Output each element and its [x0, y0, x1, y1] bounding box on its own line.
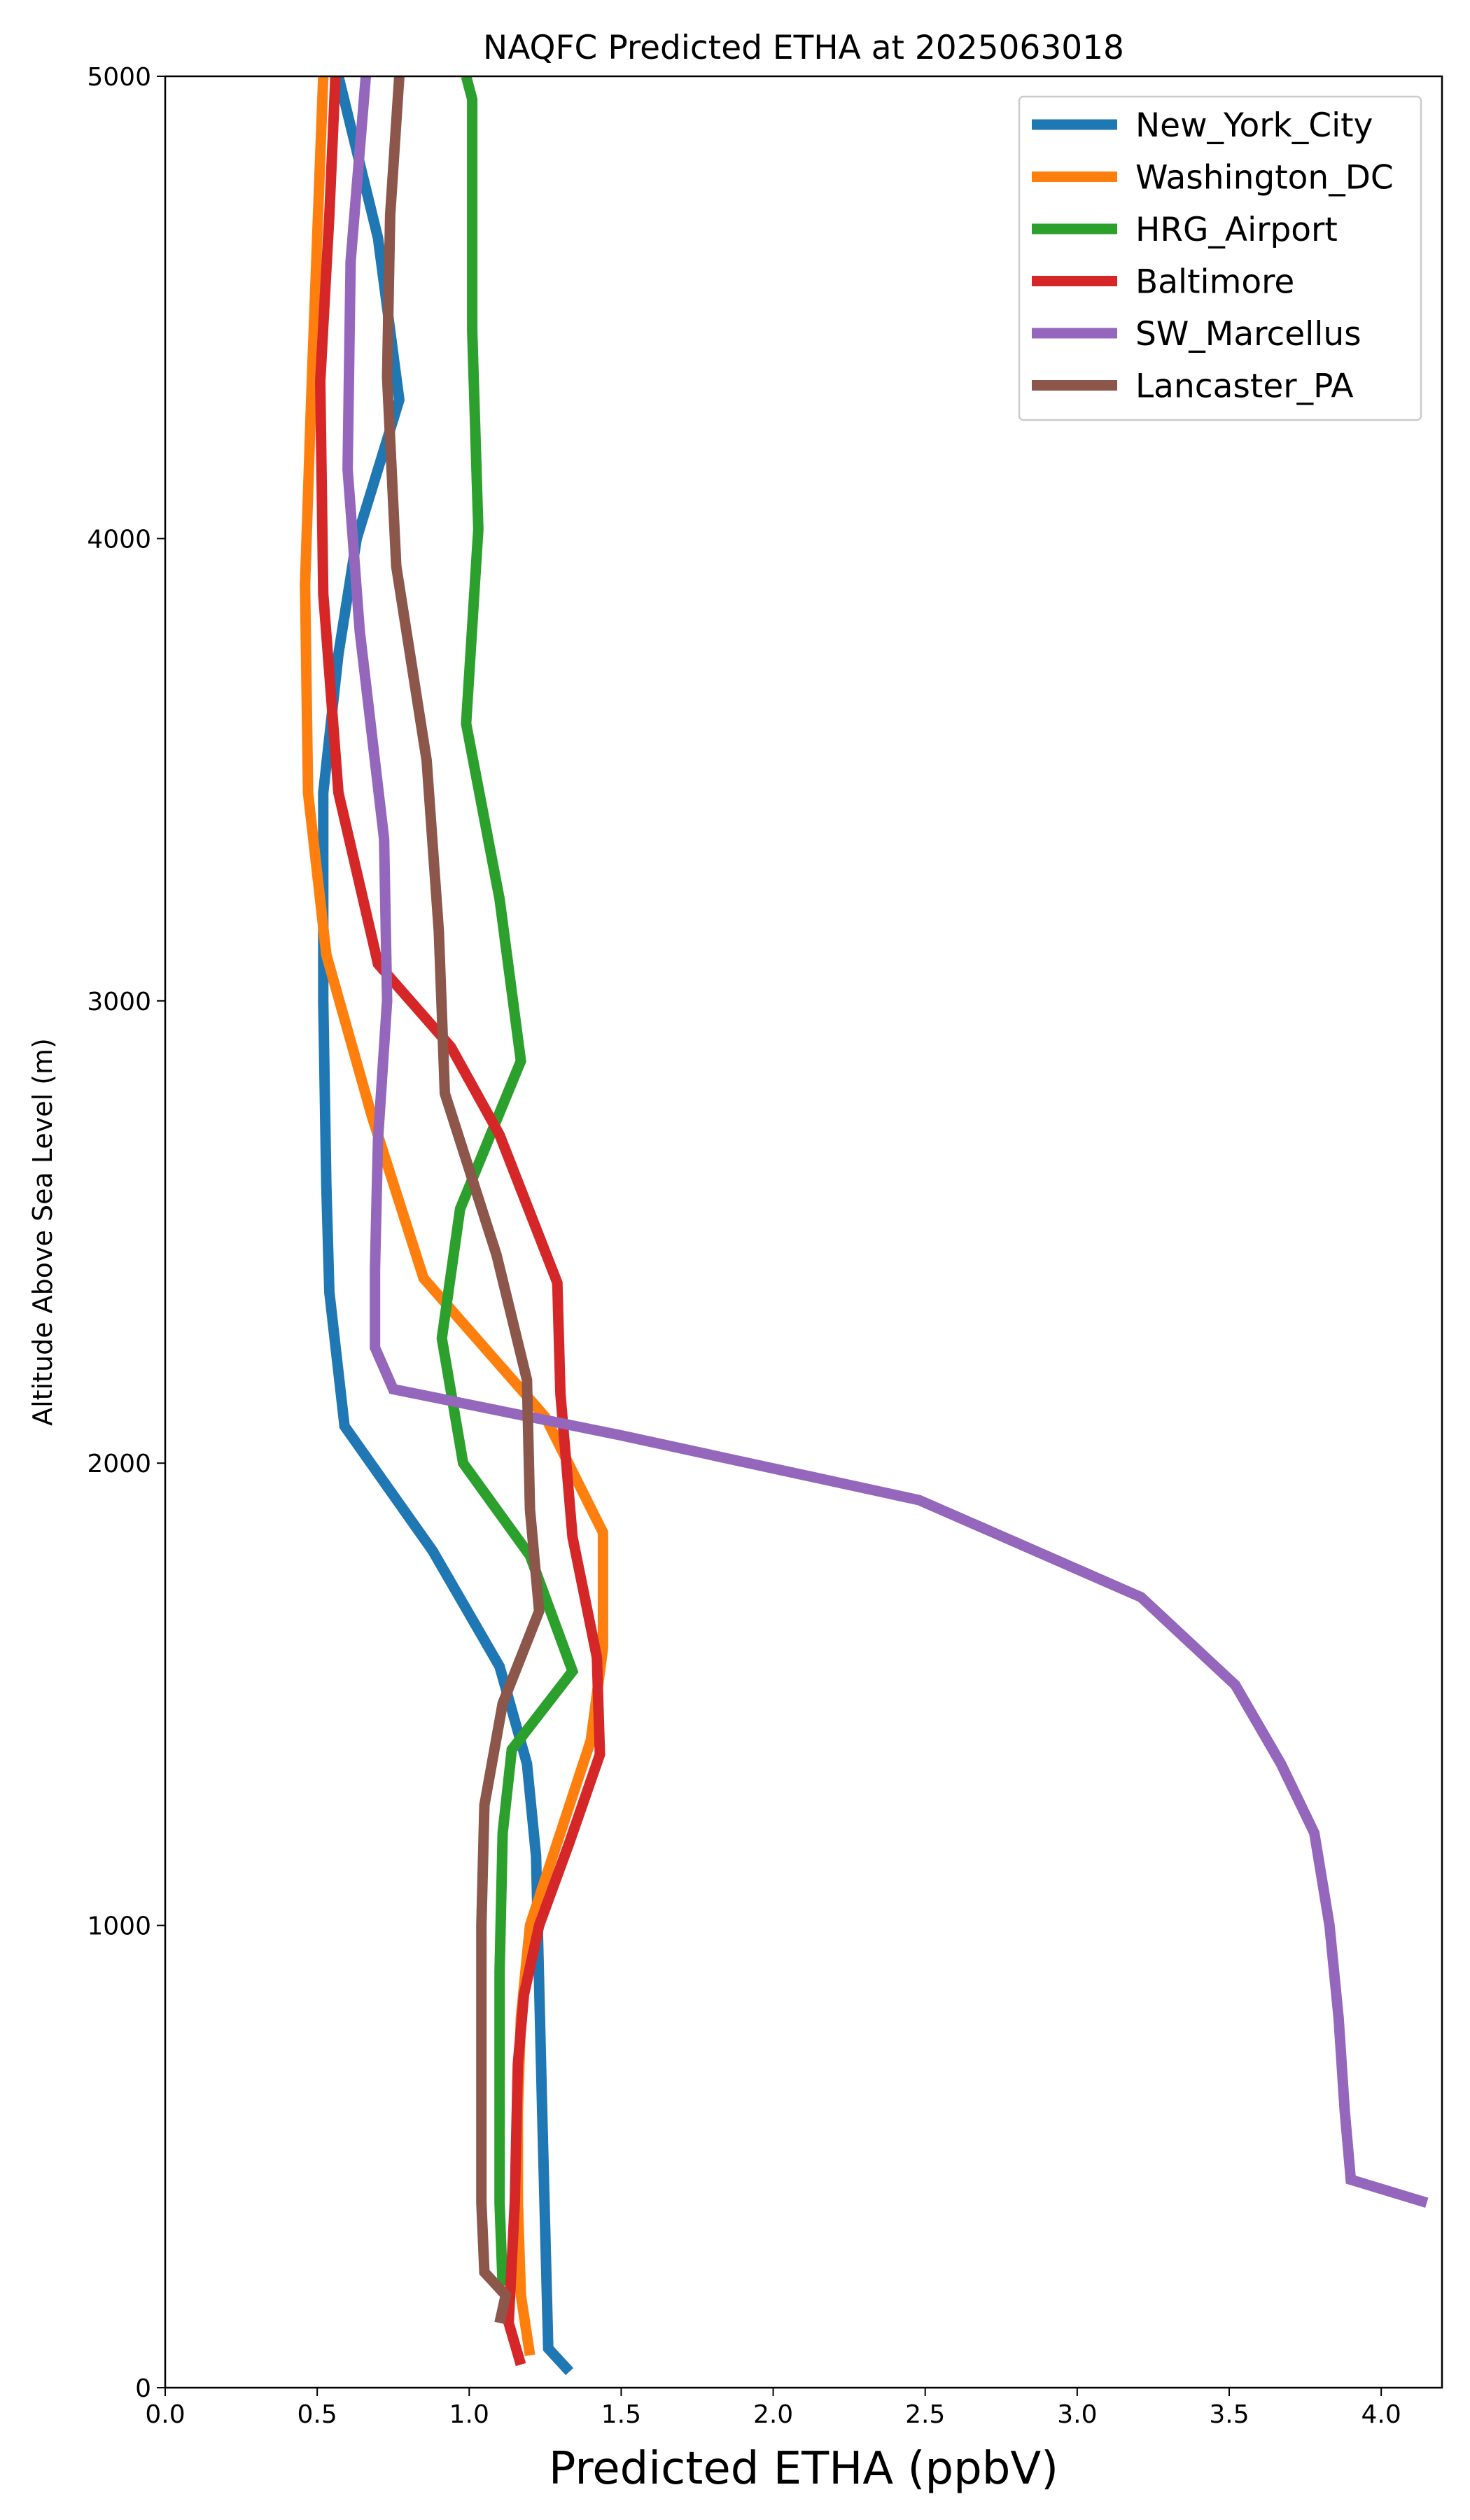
- x-tick-label: 2.0: [753, 2400, 793, 2429]
- y-tick-label: 0: [135, 2374, 151, 2403]
- x-tick-label: 0.0: [145, 2400, 185, 2429]
- legend-label: HRG_Airport: [1135, 211, 1338, 249]
- series-line-hrg-airport: [436, 76, 579, 2286]
- y-tick-label: 5000: [87, 63, 151, 92]
- y-tick-label: 1000: [87, 1912, 151, 1941]
- x-tick-label: 1.5: [601, 2400, 641, 2429]
- legend-box: [1018, 95, 1422, 421]
- series-line-lancaster-pa: [382, 76, 545, 2325]
- x-tick-label: 3.0: [1057, 2400, 1097, 2429]
- x-axis: 0.0 0.5 1.0 1.5 2.0 2.5 3.0 3.5 4.0: [145, 2388, 1401, 2429]
- legend-label: Baltimore: [1135, 263, 1294, 302]
- x-axis-label: Predicted ETHA (ppbV): [549, 2443, 1058, 2495]
- legend-label: New_York_City: [1135, 106, 1373, 145]
- y-axis-label: Altitude Above Sea Level (m): [27, 1038, 58, 1426]
- series-line-sw-marcellus: [342, 76, 1429, 2208]
- series-layer: [300, 76, 1429, 2375]
- chart-title: NAQFC Predicted ETHA at 2025063018: [483, 29, 1124, 67]
- y-tick-label: 3000: [87, 988, 151, 1016]
- x-tick-label: 0.5: [298, 2400, 337, 2429]
- legend-label: Lancaster_PA: [1135, 368, 1354, 406]
- x-tick-label: 4.0: [1362, 2400, 1401, 2429]
- legend-label: Washington_DC: [1135, 159, 1394, 197]
- plot-frame: [164, 75, 1443, 2389]
- y-tick-label: 4000: [87, 525, 151, 554]
- series-line-baltimore: [314, 76, 606, 2367]
- legend: New_York_City Washington_DC HRG_Airport Bal…: [1018, 95, 1422, 421]
- x-tick-label: 2.5: [905, 2400, 945, 2429]
- legend-label: SW_Marcellus: [1135, 315, 1362, 354]
- y-tick-label: 2000: [87, 1450, 151, 1478]
- x-tick-label: 1.0: [449, 2400, 489, 2429]
- x-tick-label: 3.5: [1209, 2400, 1249, 2429]
- y-axis: 0 1000 2000 3000 4000 5000: [87, 63, 165, 2403]
